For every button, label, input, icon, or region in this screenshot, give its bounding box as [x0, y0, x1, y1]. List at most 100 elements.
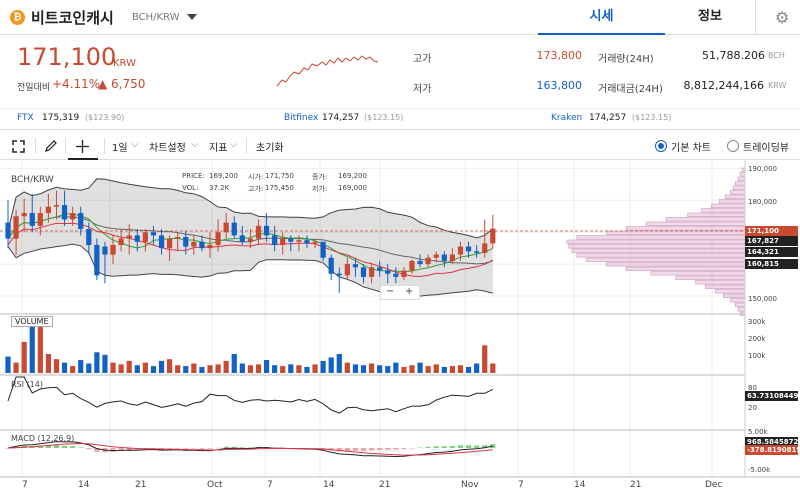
chart-settings-button[interactable]: 차트설정 — [149, 143, 186, 154]
macd-bar — [231, 446, 237, 448]
zoom-in-button[interactable]: + — [405, 286, 414, 297]
candle — [215, 232, 221, 245]
volume-bar — [175, 365, 181, 373]
coin-name[interactable]: 비트코인캐시 — [31, 9, 114, 27]
volume-profile-bar — [566, 239, 746, 244]
macd-bar — [158, 448, 165, 450]
ohlc-close-label: 종가: — [312, 173, 328, 181]
pencil-icon[interactable] — [44, 139, 58, 153]
macd-bar — [175, 448, 181, 449]
vol-tick: 300k — [748, 318, 766, 326]
volume-profile-bar — [576, 253, 746, 258]
high-label: 고가 — [413, 54, 432, 65]
volume-bar — [296, 365, 302, 373]
volume-panel-label: VOLUME — [11, 316, 53, 327]
tab-quote[interactable]: 시세 — [538, 0, 665, 35]
macd-bar — [425, 446, 431, 448]
candle — [5, 222, 11, 239]
volume-profile-bar — [606, 230, 746, 235]
volume-profile-bar — [701, 208, 746, 213]
ohlc-high: 175,450 — [265, 184, 294, 192]
value-unit: KRW — [768, 81, 787, 90]
candle — [385, 270, 391, 274]
volume-profile-bar — [568, 244, 746, 249]
chevron-down-icon[interactable] — [187, 14, 197, 20]
change-amount: ▲ 6,750 — [98, 77, 146, 91]
chevron-down-icon[interactable]: ⌵ — [131, 139, 139, 150]
basic-chart-radio[interactable] — [655, 140, 667, 152]
chevron-down-icon[interactable]: ⌵ — [191, 139, 199, 150]
candle — [134, 235, 140, 242]
macd-bar — [352, 448, 359, 451]
macd-bar — [78, 447, 84, 448]
volume-bar — [457, 365, 464, 373]
volume-profile-bar — [571, 248, 746, 253]
crosshair-tool[interactable] — [68, 133, 98, 160]
price-chart[interactable] — [0, 160, 800, 495]
macd-bar — [441, 446, 447, 448]
macd-bar — [409, 448, 415, 449]
volume-bar — [417, 362, 423, 373]
volume-profile-bar — [586, 257, 746, 262]
candle — [263, 225, 270, 236]
exchange-kraken-usd: ($123.15) — [632, 113, 672, 122]
macd-bar — [385, 448, 391, 450]
candle — [457, 246, 464, 255]
volume-profile-bar — [625, 266, 746, 271]
tradingview-radio[interactable] — [727, 140, 739, 152]
volume-bar — [425, 366, 431, 373]
zoom-out-button[interactable]: − — [386, 286, 395, 297]
fullscreen-icon[interactable] — [12, 140, 25, 153]
reset-button[interactable]: 초기화 — [256, 143, 284, 154]
volume-bar — [360, 365, 367, 373]
macd-bar — [150, 448, 157, 449]
candle — [158, 235, 165, 249]
exchange-ftx[interactable]: FTX — [17, 113, 34, 123]
volume-profile — [566, 167, 746, 316]
candles — [5, 190, 496, 293]
candle — [328, 257, 334, 274]
interval-select[interactable]: 1일 — [112, 143, 128, 154]
volume-profile-bar — [715, 289, 746, 294]
chevron-down-icon[interactable]: ⌵ — [230, 139, 238, 150]
price-tag: 160,815 — [745, 259, 798, 269]
candle — [312, 241, 318, 244]
volume-bar — [231, 354, 237, 373]
rsi-line — [7, 376, 494, 414]
volume-bar — [465, 366, 472, 373]
tab-info[interactable]: 정보 — [698, 9, 722, 24]
x-tick: 21 — [630, 480, 642, 490]
volume-bar — [21, 341, 27, 373]
volume-bar — [45, 354, 51, 373]
candle — [417, 260, 423, 265]
candle — [360, 267, 367, 277]
tradingview-label[interactable]: 트레이딩뷰 — [743, 143, 789, 154]
volume-label: 거래량(24H) — [598, 54, 654, 65]
exchange-bitfinex[interactable]: Bitfinex — [284, 113, 319, 123]
candle — [61, 205, 68, 220]
basic-chart-label[interactable]: 기본 차트 — [671, 143, 711, 154]
volume-profile-bar — [675, 275, 746, 280]
x-tick: 21 — [379, 480, 391, 490]
exchange-kraken[interactable]: Kraken — [551, 113, 583, 123]
macd-bar — [377, 448, 383, 451]
candle — [102, 246, 108, 255]
ohlc-vol: 37.2K — [209, 184, 230, 192]
x-tick: 14 — [574, 480, 586, 490]
candle — [255, 225, 262, 239]
volume-profile-bar — [729, 190, 746, 195]
current-price: 171,100 — [17, 43, 117, 71]
volume-bar — [320, 360, 326, 373]
indicators-button[interactable]: 지표 — [209, 143, 228, 154]
rsi-value-tag: 63.73108449 — [745, 391, 799, 401]
candle — [393, 273, 399, 277]
ohlc-low: 169,000 — [338, 184, 367, 192]
candle — [37, 213, 43, 226]
ohlc-high-label: 고가: — [248, 185, 264, 193]
volume-bars — [5, 316, 496, 373]
volume-bar — [158, 360, 165, 373]
price-tag-current: 171,100 — [745, 226, 798, 236]
volume-bar — [13, 362, 19, 373]
gear-icon[interactable]: ⚙ — [775, 8, 790, 27]
candle — [425, 257, 431, 265]
